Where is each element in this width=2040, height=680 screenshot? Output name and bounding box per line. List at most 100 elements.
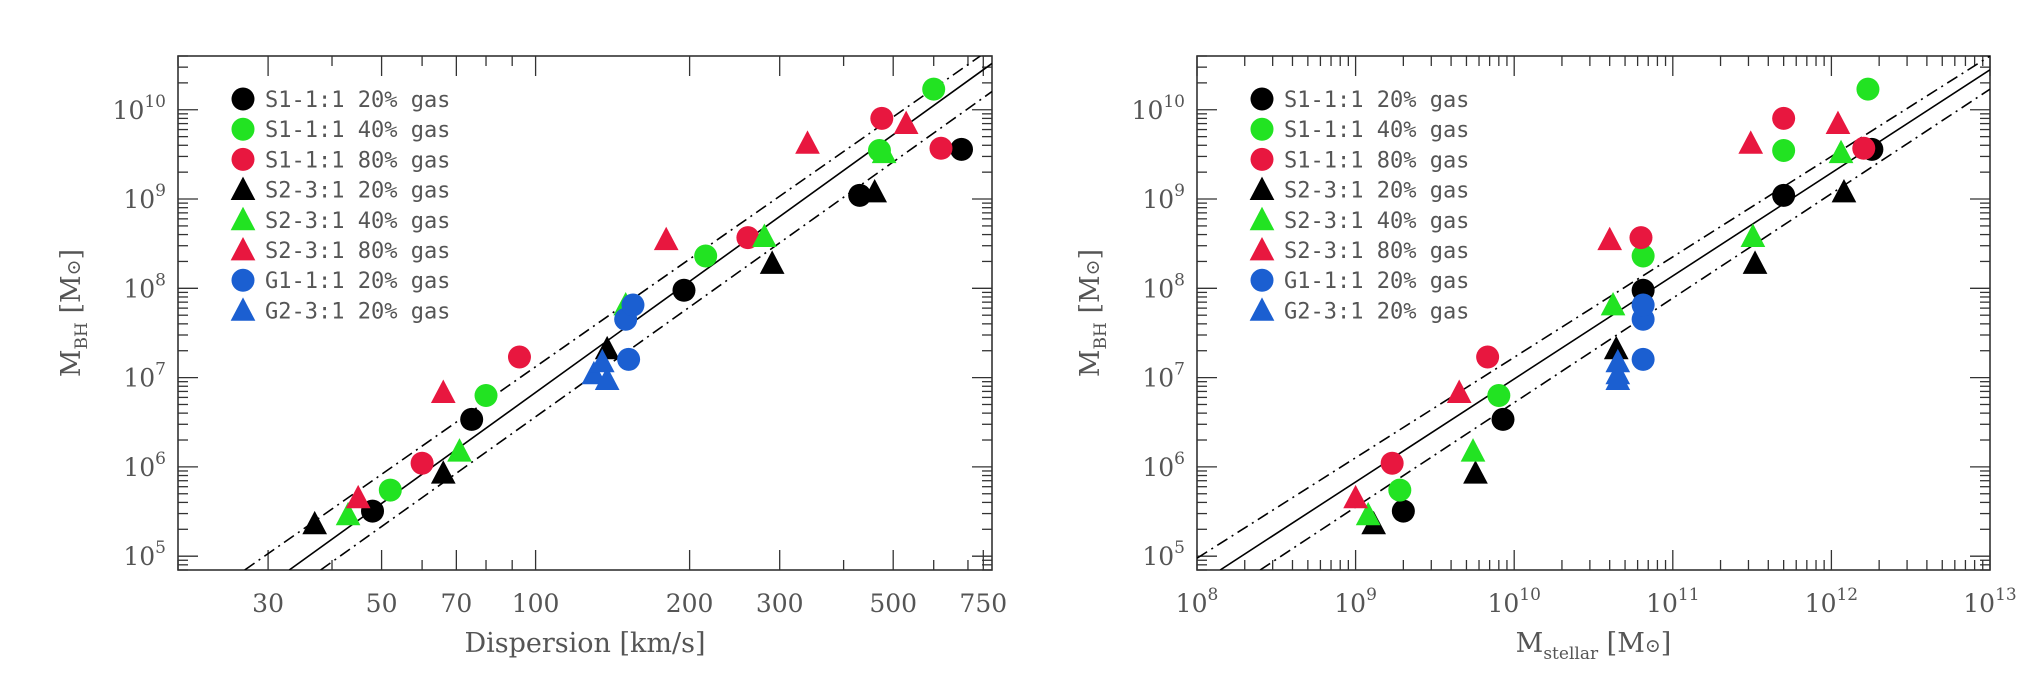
data-point-circle: [1629, 226, 1653, 250]
data-point-triangle: [1738, 130, 1764, 154]
legend: S1-1:1 20% gas S1-1:1 40% gas S1-1:1 80% g…: [230, 87, 450, 324]
x-tick-label: 70: [440, 589, 472, 618]
x-tick-label: 30: [252, 589, 284, 618]
data-point-circle: [1491, 407, 1515, 431]
data-point-triangle: [752, 223, 777, 247]
data-point-triangle: [1463, 460, 1488, 484]
data-point-triangle: [430, 379, 456, 403]
legend-marker: [231, 268, 255, 292]
x-tick-label: 108: [1176, 585, 1219, 618]
x-axis-title: Mstellar [M⊙]: [1516, 628, 1672, 664]
x-tick-label: 50: [366, 589, 398, 618]
data-point-triangle: [1825, 110, 1851, 134]
legend-label: S2-3:1 80% gas: [265, 239, 450, 264]
x-tick-label: 300: [756, 589, 804, 618]
data-point-triangle: [1831, 178, 1857, 203]
data-point-triangle: [1355, 501, 1381, 526]
legend-label: G1-1:1 20% gas: [265, 269, 450, 294]
legend-label: S1-1:1 40% gas: [1284, 118, 1469, 143]
legend-label: G2-3:1 20% gas: [265, 299, 450, 324]
legend-label: G2-3:1 20% gas: [1284, 299, 1469, 324]
x-tick-label: 750: [959, 589, 1007, 618]
data-point-triangle: [653, 226, 679, 251]
x-tick-label: 500: [869, 589, 917, 618]
legend-label: G1-1:1 20% gas: [1284, 269, 1469, 294]
legend-marker: [1250, 147, 1274, 171]
y-tick-label: 1010: [113, 92, 166, 125]
x-tick-label: 1011: [1646, 585, 1699, 618]
data-point-triangle: [335, 501, 361, 526]
y-axis-title: MBH [M⊙]: [56, 249, 92, 377]
x-axis-title: Dispersion [km/s]: [464, 628, 705, 659]
data-point-triangle: [1828, 139, 1854, 164]
data-point-circle: [1856, 77, 1880, 101]
x-tick-label: 1010: [1487, 585, 1540, 618]
data-point-circle: [736, 226, 760, 250]
scatter-bound-line: [320, 90, 992, 570]
data-point-circle: [950, 137, 974, 161]
plot-frame: [1196, 55, 1991, 571]
data-point-triangle: [759, 250, 785, 274]
y-tick-label: 107: [123, 360, 166, 393]
x-tick-label: 100: [512, 589, 560, 618]
data-point-circle: [1772, 106, 1796, 130]
data-point-triangle: [1740, 223, 1766, 247]
y-tick-label: 108: [1142, 270, 1185, 303]
data-point-circle: [1631, 293, 1655, 317]
y-tick-label: 1010: [1132, 92, 1185, 125]
x-tick-label: 200: [666, 589, 714, 618]
data-point-triangle: [862, 178, 888, 203]
legend-marker: [1250, 87, 1274, 111]
data-point-circle: [929, 136, 953, 160]
y-tick-label: 109: [1142, 181, 1185, 214]
data-point-triangle: [893, 110, 919, 134]
data-point-triangle: [1605, 348, 1631, 373]
legend-marker: [1250, 117, 1274, 141]
x-tick-label: 109: [1334, 585, 1377, 618]
legend: S1-1:1 20% gas S1-1:1 40% gas S1-1:1 80% g…: [1249, 87, 1469, 324]
legend-marker: [1250, 268, 1274, 292]
scatter-bound-line: [244, 56, 981, 570]
legend-marker: [230, 297, 256, 321]
legend-marker: [1249, 176, 1275, 200]
y-tick-label: 105: [123, 538, 166, 571]
legend-label: S2-3:1 80% gas: [1284, 239, 1469, 264]
legend-label: S2-3:1 20% gas: [1284, 179, 1469, 204]
legend-label: S1-1:1 40% gas: [265, 118, 450, 143]
data-point-triangle: [302, 510, 328, 535]
legend-marker: [230, 176, 256, 200]
data-point-circle: [378, 478, 402, 502]
data-point-circle: [1772, 183, 1796, 207]
data-point-triangle: [581, 360, 607, 385]
data-point-circle: [460, 407, 484, 431]
y-tick-label: 106: [1142, 449, 1185, 482]
scatter-bound-line: [1259, 88, 1990, 570]
data-point-circle: [410, 451, 434, 475]
data-point-circle: [1476, 345, 1500, 369]
legend-label: S1-1:1 20% gas: [1284, 88, 1469, 113]
legend-label: S2-3:1 20% gas: [265, 179, 450, 204]
x-tick-label: 1012: [1805, 585, 1858, 618]
legend-label: S1-1:1 20% gas: [265, 88, 450, 113]
data-point-circle: [1487, 384, 1511, 408]
data-point-circle: [1391, 499, 1415, 523]
legend-marker: [230, 206, 256, 231]
y-tick-label: 106: [123, 449, 166, 482]
data-point-triangle: [1597, 226, 1623, 251]
data-point-circle: [474, 384, 498, 408]
data-point-triangle: [1446, 379, 1472, 403]
data-point-circle: [617, 347, 641, 371]
plot-frame: [177, 55, 993, 571]
panel-dispersion: 105 106 107 108 109 1010 30 50 70 100 200 300 500 750…: [56, 55, 1007, 659]
data-point-circle: [672, 278, 696, 302]
data-point-circle: [1852, 136, 1876, 160]
legend-label: S2-3:1 40% gas: [1284, 209, 1469, 234]
y-tick-label: 105: [1142, 538, 1185, 571]
data-point-triangle: [430, 460, 456, 484]
legend-marker: [1249, 297, 1275, 321]
legend-marker: [231, 147, 255, 171]
data-point-circle: [507, 345, 531, 369]
data-point-triangle: [871, 139, 897, 164]
data-point-circle: [1772, 138, 1796, 162]
